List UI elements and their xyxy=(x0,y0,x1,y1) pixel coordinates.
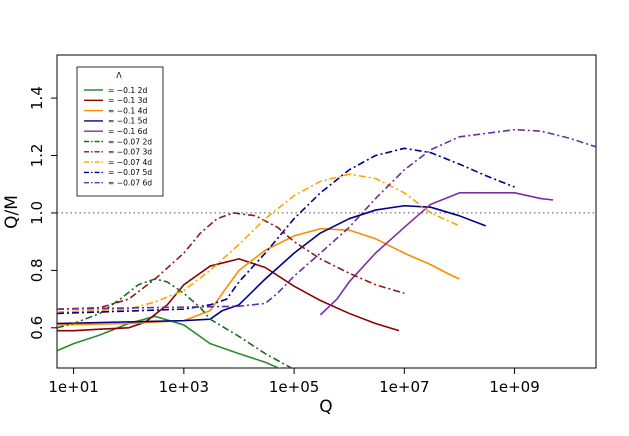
x-axis: 1e+01 1e+03 1e+05 1e+07 1e+09 xyxy=(48,368,540,396)
legend-label: = −0.07 4d xyxy=(108,158,152,167)
series-line-4 xyxy=(57,204,487,325)
series-line-10 xyxy=(57,128,596,310)
legend-label: = −0.1 6d xyxy=(108,127,147,136)
series-line-3 xyxy=(57,227,460,326)
legend-label: = −0.1 3d xyxy=(108,96,147,105)
series-line-9 xyxy=(57,147,515,315)
legend-label: = −0.1 2d xyxy=(108,86,147,95)
y-tick-label: 0.6 xyxy=(28,316,46,340)
x-tick-label: 1e+09 xyxy=(489,378,539,396)
series-line-6 xyxy=(57,278,294,368)
x-tick-label: 1e+03 xyxy=(159,378,209,396)
y-tick-label: 1.0 xyxy=(28,201,46,225)
legend-title: Λ xyxy=(116,71,122,80)
x-tick-label: 1e+01 xyxy=(48,378,98,396)
y-tick-label: 0.8 xyxy=(28,258,46,282)
legend-label: = −0.07 5d xyxy=(108,168,152,177)
y-axis-label: Q/M xyxy=(2,195,22,229)
y-tick-label: 1.4 xyxy=(28,86,46,110)
y-axis: 0.6 0.8 1.0 1.2 1.4 xyxy=(28,86,57,340)
x-tick-label: 1e+07 xyxy=(379,378,429,396)
legend-label: = −0.07 3d xyxy=(108,148,152,157)
legend: Λ = −0.1 2d= −0.1 3d= −0.1 4d= −0.1 5d= … xyxy=(76,66,164,197)
legend-label: = −0.1 4d xyxy=(108,106,147,115)
legend-label: = −0.07 6d xyxy=(108,179,152,188)
legend-label: = −0.07 2d xyxy=(108,137,152,146)
series-line-5 xyxy=(319,192,554,316)
series-line-8 xyxy=(57,173,460,313)
series-line-2 xyxy=(57,258,400,332)
plot-frame xyxy=(56,54,597,369)
series-line-7 xyxy=(57,212,405,310)
legend-label: = −0.1 5d xyxy=(108,117,147,126)
x-tick-label: 1e+05 xyxy=(269,378,319,396)
y-tick-label: 1.2 xyxy=(28,144,46,168)
x-axis-label: Q xyxy=(319,397,332,417)
